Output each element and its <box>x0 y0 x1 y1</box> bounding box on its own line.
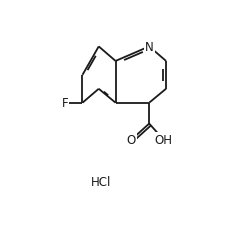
Text: OH: OH <box>154 134 172 147</box>
Text: HCl: HCl <box>90 175 111 188</box>
Text: O: O <box>126 134 135 147</box>
Text: N: N <box>144 41 153 54</box>
Text: F: F <box>62 97 68 110</box>
